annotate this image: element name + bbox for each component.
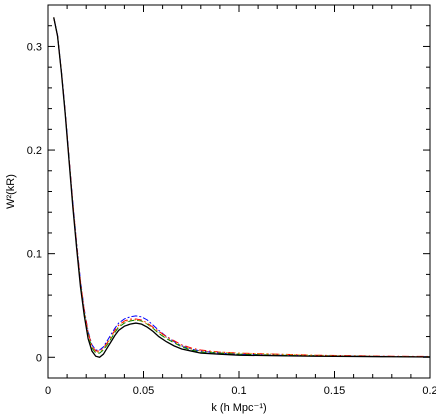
series-line-4 xyxy=(53,17,431,358)
y-tick-label: 0.1 xyxy=(27,249,42,261)
series-line-3 xyxy=(53,17,431,357)
y-tick-label: 0.2 xyxy=(27,145,42,157)
series-line-1 xyxy=(53,17,431,358)
plot-frame xyxy=(47,4,431,379)
x-axis-label: k (h Mpc⁻¹) xyxy=(211,402,266,414)
y-tick-label: 0 xyxy=(36,352,42,364)
series-line-0 xyxy=(53,17,431,358)
y-axis-label: W²(kR) xyxy=(5,174,17,209)
x-tick-label: 0.15 xyxy=(324,385,345,397)
y-tick-label: 0.3 xyxy=(27,41,42,53)
x-tick-label: 0.05 xyxy=(133,385,154,397)
x-tick-label: 0.2 xyxy=(422,385,436,397)
x-tick-label: 0 xyxy=(45,385,51,397)
axis-ticks: 0 0.05 0.1 0.15 0.2 0 0.1 0.2 0.3 xyxy=(27,4,436,397)
series-line-2 xyxy=(53,17,431,358)
series-group xyxy=(53,17,431,358)
x-tick-label: 0.1 xyxy=(231,385,246,397)
